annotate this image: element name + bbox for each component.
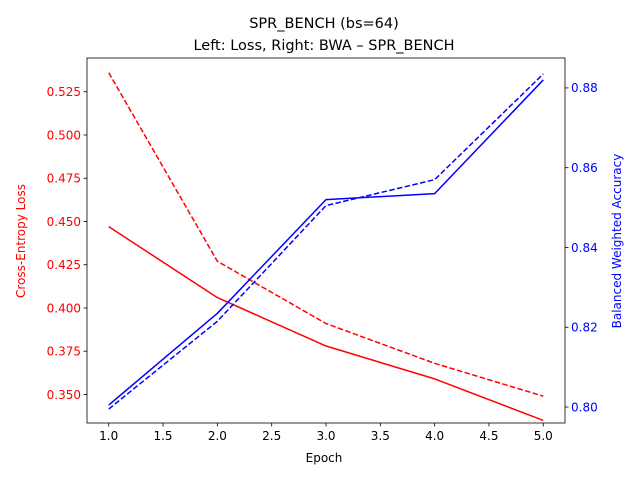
x-tick-label: 4.0 xyxy=(425,429,444,443)
x-tick-label: 1.5 xyxy=(153,429,172,443)
x-tick-label: 1.0 xyxy=(99,429,118,443)
y-left-tick-label: 0.400 xyxy=(47,301,81,315)
y-right-tick-label: 0.80 xyxy=(571,400,598,414)
y-left-tick-label: 0.450 xyxy=(47,215,81,229)
x-tick-label: 2.5 xyxy=(262,429,281,443)
chart-subtitle: Left: Loss, Right: BWA – SPR_BENCH xyxy=(193,38,454,54)
series-line-right-solid xyxy=(108,79,544,406)
y-right-tick-label: 0.82 xyxy=(571,321,598,335)
chart-title: SPR_BENCH (bs=64) xyxy=(249,16,399,32)
x-tick-label: 3.5 xyxy=(371,429,390,443)
y-left-tick-label: 0.425 xyxy=(47,258,81,272)
y-left-tick-label: 0.525 xyxy=(47,85,81,99)
series-line-right-dashed xyxy=(108,73,544,410)
series-line-left-solid xyxy=(108,226,544,422)
plot-lines xyxy=(108,72,544,422)
y-right-tick-label: 0.84 xyxy=(571,241,598,255)
axes: 1.0 1.5 2.0 2.5 3.0 3.5 4.0 4.5 5.0 0.350 0.375 0.4… xyxy=(47,57,598,443)
y-left-tick-label: 0.375 xyxy=(47,345,81,359)
y-left-tick-label: 0.350 xyxy=(47,388,81,402)
x-tick-label: 4.5 xyxy=(479,429,498,443)
y-right-tick-label: 0.86 xyxy=(571,161,598,175)
y-left-tick-label: 0.475 xyxy=(47,172,81,186)
x-axis-label: Epoch xyxy=(306,451,343,465)
y-axis-label-right: Balanced Weighted Accuracy xyxy=(610,154,624,329)
series-line-left-dashed xyxy=(108,72,544,397)
y-axis-label-left: Cross-Entropy Loss xyxy=(14,184,28,298)
y-left-tick-label: 0.500 xyxy=(47,128,81,142)
x-tick-label: 3.0 xyxy=(316,429,335,443)
x-tick-label: 5.0 xyxy=(534,429,553,443)
y-right-tick-label: 0.88 xyxy=(571,81,598,95)
x-tick-label: 2.0 xyxy=(208,429,227,443)
